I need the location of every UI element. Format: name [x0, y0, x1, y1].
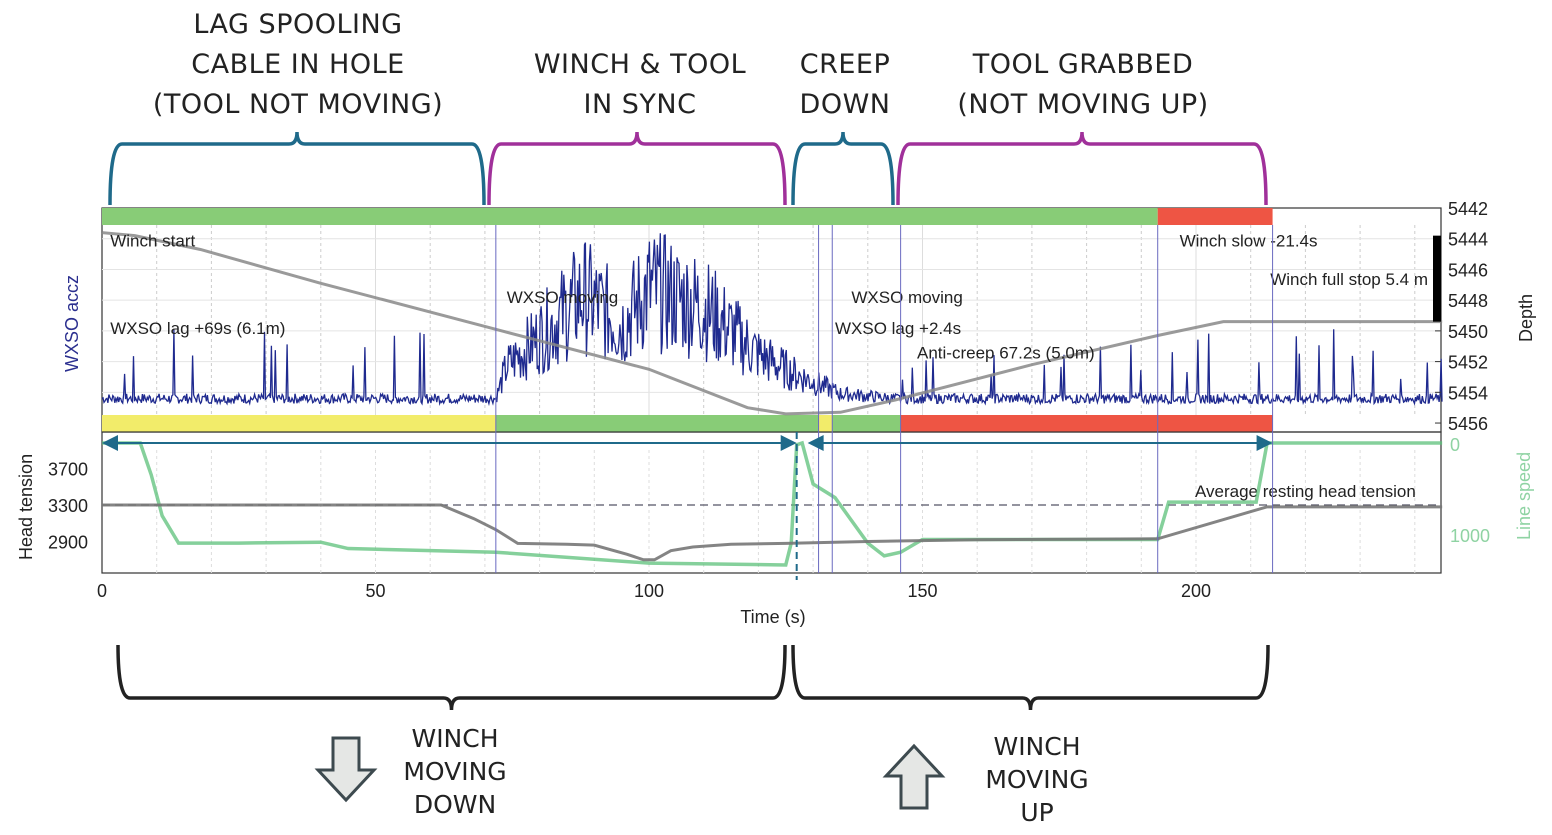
tension-tick-label: 3700 — [48, 459, 88, 479]
phase-brace — [108, 131, 486, 206]
chart-annotation: Winch start — [110, 231, 195, 250]
speed-axis-label: Line speed — [1514, 452, 1534, 540]
chart-annotation: Winch full stop 5.4 m — [1270, 270, 1428, 289]
depth-series — [101, 231, 1443, 416]
x-tick-label: 150 — [907, 581, 937, 601]
x-tick-label: 100 — [634, 581, 664, 601]
average-tension-label: Average resting head tension — [1195, 482, 1416, 501]
phase-label: CREEP DOWN — [799, 49, 891, 120]
status-bar-segment — [818, 415, 833, 432]
chart-annotation: WXSO moving — [851, 288, 962, 307]
winch-up-brace — [791, 644, 1270, 711]
x-tick-label: 200 — [1181, 581, 1211, 601]
chart-annotation: WXSO moving — [507, 288, 618, 307]
depth-tick-label: 5448 — [1448, 291, 1488, 311]
winch-down-label: WINCH MOVING DOWN — [403, 724, 507, 819]
depth-tick-label: 5456 — [1448, 414, 1488, 434]
phase-brace — [487, 131, 787, 206]
status-bar-segment — [102, 208, 1158, 225]
tension-axis-label: Head tension — [16, 454, 36, 560]
arrow-down-icon — [314, 736, 378, 803]
tension-tick-label: 3300 — [48, 496, 88, 516]
chart-annotation: WXSO lag +2.4s — [835, 319, 961, 338]
phase-brace — [791, 131, 895, 206]
head-tension-series — [102, 503, 1443, 562]
speed-tick-label: 0 — [1450, 435, 1460, 455]
chart-annotation: WXSO lag +69s (6.1m) — [110, 319, 285, 338]
accz-series — [101, 233, 1443, 407]
tension-tick-label: 2900 — [48, 533, 88, 553]
phase-label: WINCH & TOOL IN SYNC — [533, 49, 747, 120]
status-bar-segment — [1157, 208, 1273, 225]
chart-annotation: Anti-creep 67.2s (5.0m) — [917, 344, 1095, 363]
phase-label: TOOL GRABBED (NOT MOVING UP) — [957, 49, 1209, 120]
depth-tick-label: 5450 — [1448, 322, 1488, 342]
x-tick-label: 0 — [97, 581, 107, 601]
winch-up-label: WINCH MOVING UP — [985, 732, 1089, 827]
accz-axis-label: WXSO accz — [62, 275, 82, 372]
bottom-panel-frame — [101, 431, 1442, 574]
status-bar-segment — [495, 415, 819, 432]
x-axis-label: Time (s) — [740, 607, 805, 627]
winch-down-brace — [116, 644, 787, 711]
status-bar-segment — [900, 415, 1273, 432]
phase-brace — [896, 131, 1268, 206]
depth-tick-label: 5452 — [1448, 353, 1488, 373]
full-stop-bar — [1433, 235, 1441, 322]
chart-annotation: Winch slow -21.4s — [1180, 231, 1318, 250]
arrow-head-icon — [807, 435, 824, 451]
arrow-head-icon — [102, 435, 118, 451]
depth-tick-label: 5442 — [1448, 199, 1488, 219]
arrow-head-icon — [780, 435, 797, 451]
status-bar-segment — [832, 415, 901, 432]
depth-tick-label: 5454 — [1448, 383, 1488, 403]
speed-tick-label: 1000 — [1450, 526, 1490, 546]
depth-axis-label: Depth — [1516, 294, 1536, 342]
phase-label: LAG SPOOLING CABLE IN HOLE (TOOL NOT MOV… — [152, 9, 444, 120]
arrow-head-icon — [1256, 435, 1273, 451]
depth-tick-label: 5446 — [1448, 260, 1488, 280]
status-bar-segment — [102, 415, 496, 432]
x-tick-label: 50 — [365, 581, 385, 601]
depth-tick-label: 5444 — [1448, 230, 1488, 250]
arrow-up-icon — [882, 743, 946, 810]
